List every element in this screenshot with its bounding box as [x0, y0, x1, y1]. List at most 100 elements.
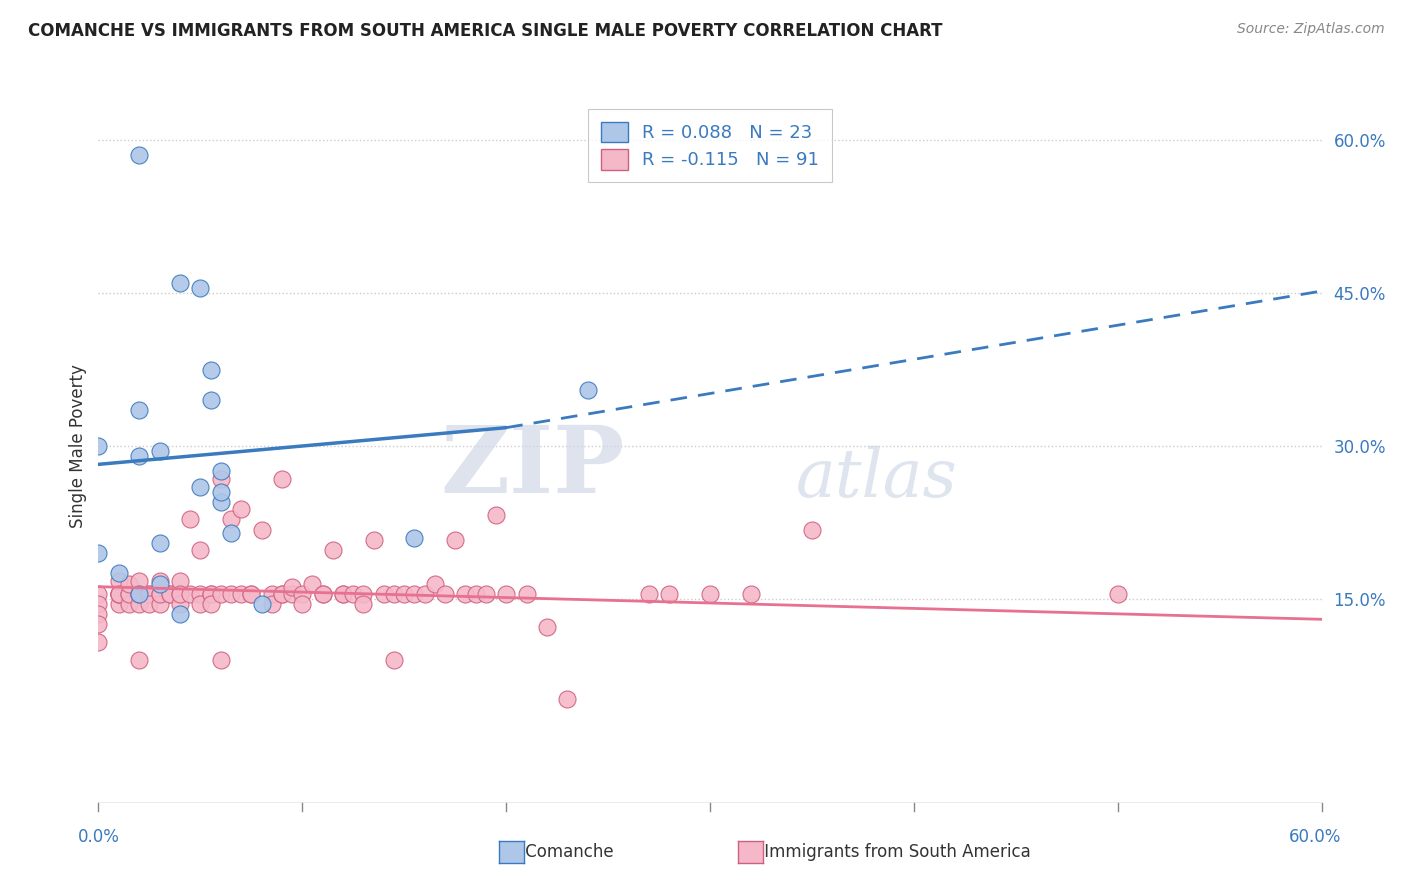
Point	[392, 587, 416, 601]
Point	[128, 449, 150, 463]
Point	[179, 512, 201, 526]
Point	[118, 587, 141, 601]
Legend: R = 0.088   N = 23, R = -0.115   N = 91: R = 0.088 N = 23, R = -0.115 N = 91	[588, 109, 832, 182]
Point	[240, 587, 263, 601]
Point	[352, 587, 374, 601]
Text: Source: ZipAtlas.com: Source: ZipAtlas.com	[1237, 22, 1385, 37]
Point	[188, 587, 212, 601]
Point	[149, 574, 172, 588]
Point	[373, 587, 395, 601]
Point	[87, 634, 110, 648]
Text: Comanche: Comanche	[520, 843, 614, 861]
Point	[801, 523, 824, 537]
Point	[128, 403, 150, 417]
Point	[128, 587, 150, 601]
Point	[118, 587, 141, 601]
Point	[87, 597, 110, 611]
Point	[169, 587, 191, 601]
Point	[200, 587, 222, 601]
Point	[454, 587, 477, 601]
Point	[128, 574, 150, 588]
Text: ZIP: ZIP	[440, 423, 624, 512]
Point	[108, 587, 131, 601]
Point	[138, 587, 160, 601]
Point	[444, 533, 467, 547]
Y-axis label: Single Male Poverty: Single Male Poverty	[69, 364, 87, 528]
Point	[200, 362, 222, 376]
Point	[219, 587, 242, 601]
Point	[179, 587, 201, 601]
Point	[87, 607, 110, 622]
Point	[209, 484, 232, 499]
Point	[138, 597, 160, 611]
Point	[200, 393, 222, 408]
Point	[128, 653, 150, 667]
Point	[209, 653, 232, 667]
Point	[404, 531, 426, 545]
Point	[699, 587, 721, 601]
Point	[352, 597, 374, 611]
Point	[87, 439, 110, 453]
Point	[169, 574, 191, 588]
Point	[250, 523, 273, 537]
Point	[169, 597, 191, 611]
Point	[332, 587, 354, 601]
Point	[128, 587, 150, 601]
Point	[270, 587, 292, 601]
Point	[138, 587, 160, 601]
Point	[301, 576, 323, 591]
Point	[464, 587, 486, 601]
Point	[281, 580, 304, 594]
Point	[342, 587, 364, 601]
Point	[200, 597, 222, 611]
Point	[474, 587, 498, 601]
Point	[209, 465, 232, 479]
Point	[557, 691, 579, 706]
Point	[87, 587, 110, 601]
Point	[169, 276, 191, 290]
Point	[87, 617, 110, 632]
Point	[149, 597, 172, 611]
Point	[413, 587, 436, 601]
Point	[149, 444, 172, 458]
Point	[231, 502, 253, 516]
Point	[108, 597, 131, 611]
Point	[485, 508, 508, 523]
Point	[209, 587, 232, 601]
Point	[209, 472, 232, 486]
Point	[495, 587, 517, 601]
Point	[149, 576, 172, 591]
Point	[270, 472, 292, 486]
Point	[169, 587, 191, 601]
Point	[209, 495, 232, 509]
Text: atlas: atlas	[796, 445, 957, 511]
Point	[536, 620, 558, 634]
Point	[219, 512, 242, 526]
Point	[740, 587, 762, 601]
Point	[188, 281, 212, 295]
Point	[260, 587, 283, 601]
Point	[240, 587, 263, 601]
Point	[311, 587, 335, 601]
Point	[118, 597, 141, 611]
Point	[638, 587, 661, 601]
Point	[128, 587, 150, 601]
Text: COMANCHE VS IMMIGRANTS FROM SOUTH AMERICA SINGLE MALE POVERTY CORRELATION CHART: COMANCHE VS IMMIGRANTS FROM SOUTH AMERIC…	[28, 22, 942, 40]
Text: Immigrants from South America: Immigrants from South America	[759, 843, 1031, 861]
Point	[291, 587, 314, 601]
Point	[363, 533, 385, 547]
Point	[128, 148, 150, 162]
Point	[270, 587, 292, 601]
Point	[108, 587, 131, 601]
Point	[322, 543, 344, 558]
Point	[159, 587, 181, 601]
Point	[382, 653, 405, 667]
Point	[332, 587, 354, 601]
Point	[200, 587, 222, 601]
Text: 0.0%: 0.0%	[77, 828, 120, 846]
Point	[108, 587, 131, 601]
Point	[108, 566, 131, 581]
Point	[281, 587, 304, 601]
Point	[128, 597, 150, 611]
Point	[433, 587, 456, 601]
